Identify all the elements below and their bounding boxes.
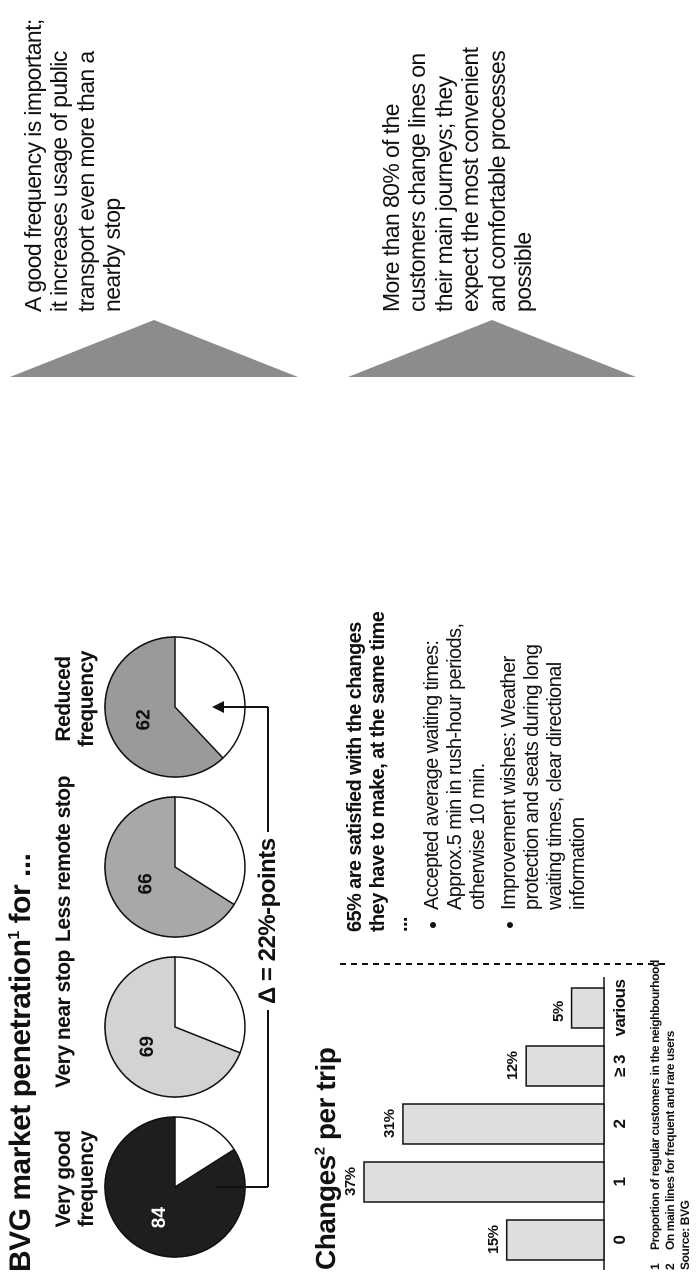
pie-3-slice — [104, 796, 236, 938]
bar-3 — [525, 1045, 605, 1087]
bar-various — [570, 987, 605, 1029]
pie-4-slice — [104, 636, 224, 778]
pie-1-value: 84 — [149, 1207, 170, 1229]
pie-2-value: 69 — [137, 1036, 158, 1057]
arrow-bottom — [348, 320, 636, 377]
conclusion-frequency: A good frequency is important; it increa… — [20, 19, 126, 312]
pie-4-value: 62 — [133, 709, 154, 730]
footnotes: 1Proportion of regular customers in the … — [648, 960, 693, 1270]
conclusion-changes: More than 80% of the customers change li… — [378, 47, 537, 312]
footnote-2: 2On main lines for frequent and rare use… — [663, 1031, 677, 1270]
pie-charts: 84 69 66 62 — [104, 636, 269, 1258]
connector-arrowhead — [212, 701, 224, 713]
bar-chart — [363, 977, 605, 1270]
arrow-top — [10, 320, 298, 377]
pie-1-slice — [104, 1116, 246, 1258]
bar-1 — [363, 1161, 605, 1203]
footnote-1: 1Proportion of regular customers in the … — [648, 960, 662, 1270]
bar-0 — [505, 1219, 605, 1261]
source-note: Source: BVG — [678, 1200, 692, 1270]
bar-2 — [402, 1103, 605, 1145]
pie-2-slice — [104, 956, 242, 1098]
pie-3-value: 66 — [135, 873, 156, 894]
divider — [340, 963, 670, 965]
